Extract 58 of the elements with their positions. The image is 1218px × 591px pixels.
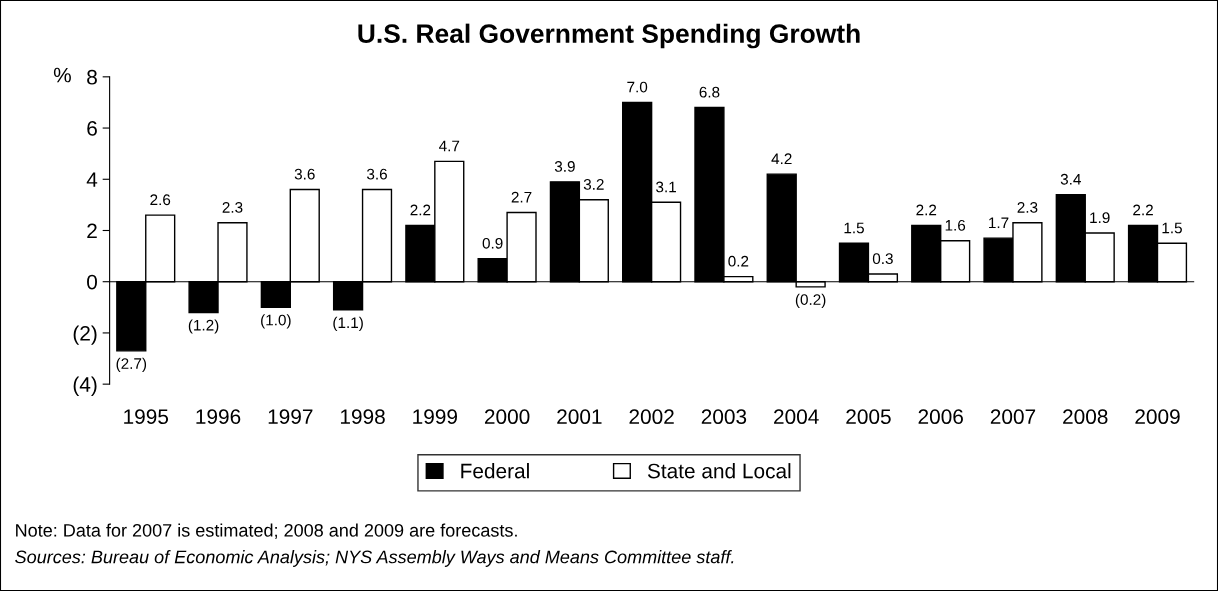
data-label: 6.8 [699,86,720,98]
data-label: (0.2) [795,293,826,309]
data-label: 4.7 [439,140,460,152]
data-label: 3.9 [554,161,575,172]
data-label: (1.1) [333,316,363,332]
data-label: 7.0 [627,81,648,93]
x-tick-label: 2004 [774,409,819,425]
data-label: 0.9 [482,237,503,249]
y-tick-label: 0 [87,274,97,290]
text: Note: Data for 2007 is estimated; 2008 and 2009 are forecasts. [16,523,517,539]
x-tick-label: 2008 [1063,409,1108,425]
y-axis-title: % [53,67,71,83]
data-label: 3.4 [1060,173,1081,185]
data-label: 2.2 [916,204,937,216]
chart-title: U.S. Real Government Spending Growth [358,23,860,49]
y-tick-label: (4) [73,376,97,397]
data-label: 2.2 [1133,204,1153,216]
x-tick-label: 2000 [484,409,530,425]
x-tick-label: 2005 [846,409,891,425]
y-tick-label: 8 [87,69,97,85]
x-tick-label: 1995 [124,409,169,425]
x-tick-label: 2001 [557,409,602,425]
data-label: 2.3 [1017,202,1038,213]
x-tick-label: 2006 [918,409,963,425]
y-tick-label: 4 [86,172,98,187]
y-tick-label: (2) [73,325,97,345]
legend-label: Federal [461,463,529,479]
x-tick-label: 1996 [196,409,241,425]
source-note: Sources: Bureau of Economic Analysis; NYS Assembly Ways and Means Committee staff. [15,550,734,567]
data-label: 4.2 [771,153,792,165]
x-tick-label: 2009 [1135,409,1180,425]
y-tick-label: 6 [87,121,97,136]
data-label: 2.6 [150,194,171,206]
x-tick-label: 2003 [701,409,747,425]
data-label: 1.6 [945,219,966,231]
x-tick-label: 2007 [990,409,1036,425]
data-label: 1.5 [1162,222,1182,234]
data-label: 1.7 [989,217,1009,229]
data-label: 1.5 [844,222,864,234]
x-tick-label: 2002 [629,409,674,425]
data-label: 3.1 [656,181,676,193]
data-label: (1.0) [261,314,291,329]
x-tick-label: 1999 [413,409,458,425]
data-label: 3.6 [366,168,387,180]
data-label: 3.2 [583,178,604,190]
legend-label: State and Local [647,463,791,479]
data-label: (2.7) [116,357,147,373]
data-label: 1.9 [1090,212,1110,224]
data-label: 3.6 [294,168,315,180]
data-label: 0.2 [728,255,749,267]
x-tick-label: 1997 [268,409,313,425]
y-tick-label: 2 [87,223,97,239]
data-label: 2.3 [222,202,243,213]
x-tick-label: 1998 [340,409,385,425]
data-label: (1.2) [188,319,219,334]
data-label: 0.3 [872,253,893,265]
data-label: 2.2 [410,204,431,216]
data-label: 2.7 [511,191,532,203]
